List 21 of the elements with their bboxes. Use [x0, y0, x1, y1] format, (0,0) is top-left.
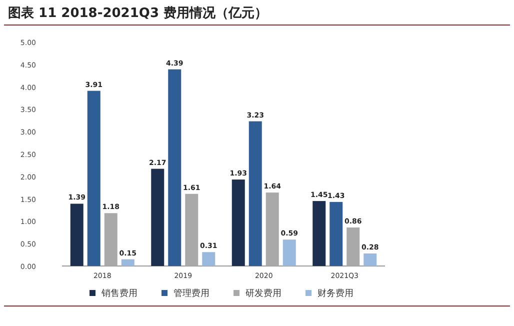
- bar: [87, 90, 100, 266]
- bar: [232, 180, 245, 266]
- bar: [202, 252, 216, 266]
- bar: [266, 192, 279, 266]
- bar: [185, 194, 198, 266]
- bar: [330, 202, 343, 266]
- bar: [70, 204, 84, 266]
- legend-label: 财务费用: [318, 288, 354, 299]
- bar: [312, 201, 326, 266]
- bar: [364, 253, 377, 266]
- bar: [248, 121, 262, 266]
- bar: [346, 227, 360, 266]
- bar: [282, 240, 296, 266]
- bar: [121, 259, 134, 266]
- bar: [151, 168, 164, 266]
- chart-title: 图表 11 2018-2021Q3 费用情况（亿元）: [8, 6, 268, 21]
- legend-label: 管理费用: [174, 288, 210, 299]
- legend-label: 研发费用: [246, 288, 282, 299]
- legend-label: 销售费用: [100, 288, 138, 299]
- bar: [168, 69, 182, 266]
- bar: [104, 213, 118, 266]
